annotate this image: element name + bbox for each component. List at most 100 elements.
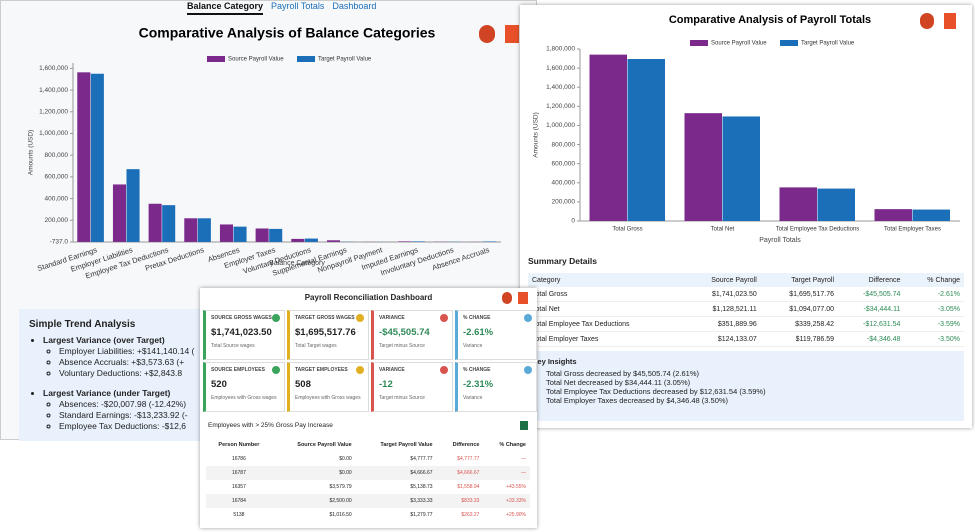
pdf-icon[interactable] [518, 292, 528, 304]
card-note: Employees with Gross wages [295, 395, 361, 401]
tab[interactable]: Balance Category [187, 1, 264, 15]
bar [255, 228, 269, 242]
pdf-icon[interactable] [505, 25, 519, 43]
card-note: Employees with Gross wages [211, 395, 277, 401]
trend-heading: Largest Variance (over Target) [43, 335, 165, 345]
tab[interactable]: Dashboard [332, 1, 377, 11]
bar [77, 72, 91, 242]
cell: Total Gross [528, 287, 683, 302]
x-axis-label: Payroll Totals [759, 237, 801, 244]
legend-label: Target Payroll Value [801, 41, 855, 47]
column-header: % Change [499, 442, 526, 448]
trend-item: Employee Tax Deductions: -$12,6 [59, 421, 209, 431]
card-value: $1,695,517.76 [295, 327, 356, 338]
bar [148, 203, 162, 242]
cell: $1,558.94 [457, 484, 480, 490]
cell: $339,258.42 [760, 316, 838, 332]
card-label: % CHANGE [463, 367, 491, 373]
insights-list: Total Gross decreased by $45,505.74 (2.6… [532, 369, 956, 405]
header-row: Category Source Payroll Target Payroll Diff… [528, 273, 964, 287]
bar [197, 218, 211, 242]
cell: $1,741,023.50 [682, 287, 761, 302]
x-tick-label: Total Employer Taxes [884, 227, 941, 233]
balance-chart: Comparative Analysis of Balance Categori… [28, 25, 519, 281]
bar [817, 188, 855, 221]
card-label: VARIANCE [379, 367, 405, 373]
y-axis-label: Amounts (USD) [28, 130, 35, 176]
stat-card: TARGET EMPLOYEES 508 Employees with Gross … [287, 362, 369, 412]
ppt-icon[interactable] [479, 25, 495, 43]
tab[interactable]: Payroll Totals [271, 1, 325, 11]
y-tick-label: 200,000 [45, 217, 69, 224]
column-header: Target Payroll [760, 273, 838, 287]
bar [219, 224, 233, 242]
summary-title: Summary Details [528, 256, 597, 266]
bar [874, 209, 912, 221]
ppt-icon[interactable] [920, 13, 934, 29]
y-tick-label: -737.0 [50, 239, 69, 246]
trend-title: Simple Trend Analysis [29, 319, 136, 330]
chart-title: Comparative Analysis of Balance Categori… [139, 25, 436, 41]
y-tick-label: 1,800,000 [546, 46, 575, 53]
card-icon [524, 314, 532, 322]
row: 16357 $3,579.79 $5,138.73 $1,558.94 +43.55% [206, 480, 530, 494]
pdf-icon[interactable] [944, 13, 956, 29]
bar [162, 205, 176, 242]
cell: $263.27 [461, 512, 480, 518]
cell: 5138 [233, 512, 245, 518]
cell: -2.61% [904, 287, 964, 302]
bar [233, 226, 247, 242]
legend-swatch [297, 56, 315, 62]
bar [411, 241, 425, 242]
column-header: Target Payroll Value [380, 442, 433, 448]
bar [326, 240, 340, 242]
cell: $4,666.67 [436, 466, 484, 480]
cell: $1,695,517.76 [760, 287, 838, 302]
card-note: Target minus Source [379, 395, 425, 401]
cell: 16357 [231, 484, 246, 490]
excel-icon[interactable] [520, 421, 528, 430]
y-tick-label: 400,000 [45, 195, 69, 202]
cell: Total Net [528, 301, 683, 317]
column-header: Difference [452, 442, 480, 448]
trend-item: Absence Accruals: +$3,573.63 (+ [59, 357, 209, 367]
bar [589, 54, 627, 222]
ppt-icon[interactable] [502, 292, 512, 304]
card-label: % CHANGE [463, 315, 491, 321]
cell: $4,777.77 [410, 456, 433, 462]
cell: $1,279.77 [410, 512, 433, 518]
trend-items: Employer Liabilities: +$141,140.14 (Abse… [43, 346, 209, 378]
card-icon [356, 366, 364, 374]
stat-card: VARIANCE -12 Target minus Source [371, 362, 453, 412]
cell: $5,138.73 [410, 484, 433, 490]
card-value: 508 [295, 379, 311, 390]
bar [291, 238, 305, 242]
cell: $3,333.33 [355, 494, 437, 508]
y-tick-label: 200,000 [552, 199, 576, 206]
trend-item: Employer Liabilities: +$141,140.14 ( [59, 346, 209, 356]
row: Total Net $1,128,521.11 $1,094,077.00 -$34,… [528, 301, 964, 317]
y-tick-label: 600,000 [45, 174, 69, 181]
x-tick-label: Total Employee Tax Deductions [776, 227, 860, 233]
card-value: -2.61% [463, 327, 494, 338]
cell: -$4,346.48 [838, 331, 905, 347]
trend-section: Largest Variance (under Target)Absences:… [43, 388, 209, 431]
legend-label: Source Payroll Value [228, 57, 284, 63]
row: Total Gross $1,741,023.50 $1,695,517.76 -$4… [528, 287, 964, 302]
bar [722, 116, 760, 221]
cell: $124,133.07 [682, 331, 761, 347]
x-axis-label: Balance Category [269, 260, 325, 267]
y-tick-label: 1,000,000 [546, 122, 575, 129]
card-value: 520 [211, 379, 227, 390]
row: 16787 $0.00 $4,666.67 $4,666.67— [206, 466, 530, 480]
row: Total Employee Tax Deductions $351,889.96… [528, 316, 964, 332]
insights: Key Insights Total Gross decreased by $45… [524, 351, 964, 421]
legend-label: Target Payroll Value [318, 57, 372, 63]
insight: Total Net decreased by $34,444.11 (3.05%… [546, 378, 956, 387]
x-tick-label: Total Gross [612, 227, 642, 233]
card-icon [524, 366, 532, 374]
y-tick-label: 1,200,000 [39, 109, 68, 116]
card-label: VARIANCE [379, 315, 405, 321]
cell: 16786 [231, 456, 246, 462]
